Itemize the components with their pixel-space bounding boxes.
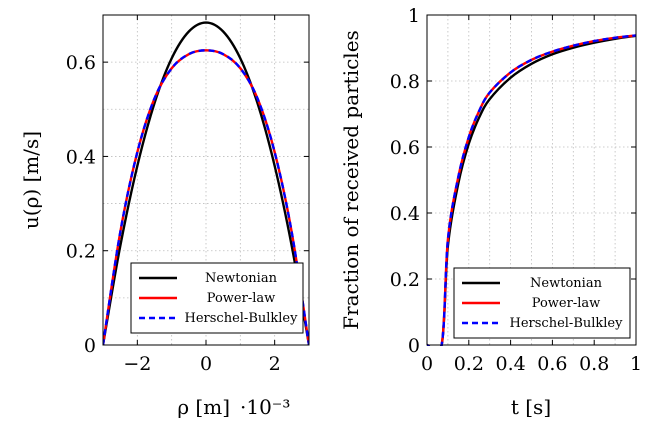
legend-label: Newtonian bbox=[530, 276, 603, 291]
y-axis-label: Fraction of received particles bbox=[339, 30, 363, 330]
x-tick-label: 0.6 bbox=[537, 353, 567, 375]
legend-label: Power-law bbox=[532, 296, 601, 311]
x-tick-label: 0.2 bbox=[454, 353, 484, 375]
y-tick-label: 0.6 bbox=[66, 52, 96, 74]
velocity-profile-chart: −2 0 2 0 0.2 0.4 0.6 ρ [m] ·10⁻³ u(ρ) [m/s] Newton… bbox=[19, 14, 310, 419]
y-tick-label: 0 bbox=[84, 335, 96, 357]
x-tick-label: 0.8 bbox=[579, 353, 609, 375]
legend-label: Power-law bbox=[207, 291, 276, 306]
plot-frame bbox=[426, 14, 637, 346]
x-tick-label: 0 bbox=[421, 353, 433, 375]
y-tick-label: 1 bbox=[408, 5, 420, 27]
y-tick-label: 0.4 bbox=[66, 146, 96, 168]
x-tick-label: 0 bbox=[200, 353, 212, 375]
x-axis-scale-label: ·10⁻³ bbox=[240, 395, 290, 419]
legend-label: Herschel-Bulkley bbox=[185, 311, 299, 326]
x-tick-label: 2 bbox=[269, 353, 281, 375]
y-tick-label: 0.6 bbox=[390, 137, 420, 159]
series-line-herschel-bulkley bbox=[427, 34, 636, 346]
y-axis-label: u(ρ) [m/s] bbox=[19, 131, 43, 229]
legend: Newtonian Power-law Herschel-Bulkley bbox=[453, 267, 631, 339]
series-line-herschel-bulkley bbox=[103, 49, 309, 346]
series-line-newtonian bbox=[103, 21, 309, 346]
x-tick-label: 1 bbox=[630, 353, 642, 375]
x-tick-label: −2 bbox=[123, 353, 151, 375]
y-tick-label: 0.8 bbox=[390, 71, 420, 93]
received-particles-chart: 0 0.2 0.4 0.6 0.8 1 0 0.2 0.4 0.6 0.8 1 t [s] Fractio… bbox=[339, 5, 642, 419]
y-tick-label: 0.2 bbox=[66, 241, 96, 263]
y-tick-label: 0.2 bbox=[390, 269, 420, 291]
legend-label: Herschel-Bulkley bbox=[510, 316, 624, 331]
legend-label: Newtonian bbox=[205, 271, 278, 286]
x-tick-label: 0.4 bbox=[495, 353, 525, 375]
legend: Newtonian Power-law Herschel-Bulkley bbox=[130, 262, 304, 334]
y-tick-label: 0 bbox=[408, 335, 420, 357]
x-axis-label: t [s] bbox=[511, 395, 551, 419]
y-tick-label: 0.4 bbox=[390, 203, 420, 225]
x-axis-label: ρ [m] bbox=[177, 395, 230, 419]
